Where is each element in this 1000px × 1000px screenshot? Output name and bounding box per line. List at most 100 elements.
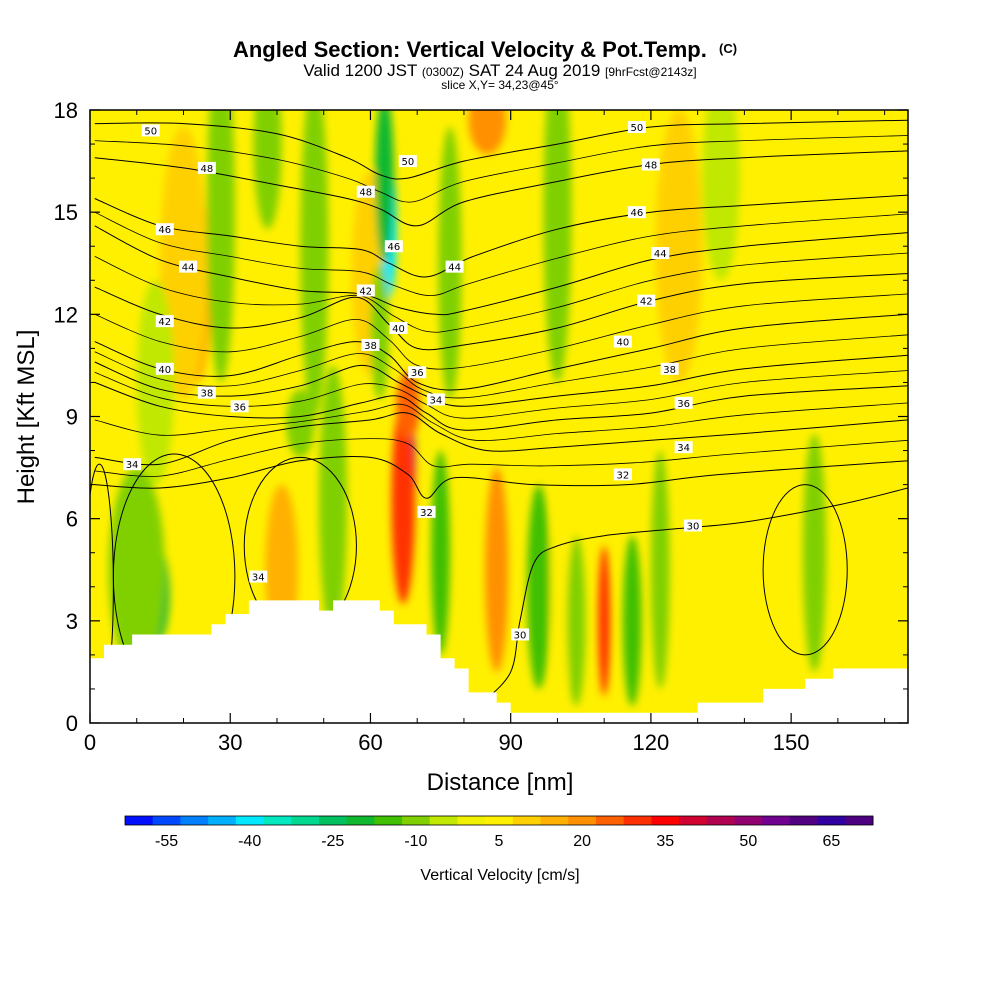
theta-line-44 bbox=[94, 225, 908, 316]
theta-label-text: 36 bbox=[411, 368, 424, 379]
theta-label-38: 38 bbox=[660, 362, 679, 376]
theta-label-text: 48 bbox=[200, 164, 213, 175]
theta-label-42: 42 bbox=[637, 294, 656, 308]
velocity-cell-11 bbox=[468, 110, 507, 155]
theta-label-text: 40 bbox=[392, 324, 405, 335]
slice-label: slice X,Y= 34,23@45° bbox=[441, 78, 559, 92]
theta-line-minor bbox=[94, 438, 908, 477]
y-tick-label: 18 bbox=[54, 98, 78, 123]
theta-label-48: 48 bbox=[356, 185, 375, 199]
theta-label-bg bbox=[389, 321, 408, 334]
chart-title-text: Angled Section: Vertical Velocity & Pot.… bbox=[233, 37, 707, 62]
velocity-cell-26 bbox=[108, 467, 165, 672]
theta-line-minor bbox=[94, 252, 908, 333]
theta-label-text: 46 bbox=[158, 225, 171, 236]
x-axis-label: Distance [nm] bbox=[427, 769, 574, 796]
theta-label-text: 34 bbox=[430, 395, 443, 406]
velocity-cell-22 bbox=[319, 365, 348, 638]
theta-line-minor bbox=[94, 211, 908, 297]
theta-label-bg bbox=[123, 458, 142, 471]
colorbar-swatch bbox=[734, 816, 763, 825]
theta-label-bg bbox=[155, 315, 174, 328]
theta-label-text: 50 bbox=[401, 157, 414, 168]
theta-label-34: 34 bbox=[674, 441, 693, 454]
velocity-cell-16 bbox=[702, 467, 722, 672]
theta-label-bg bbox=[155, 362, 174, 375]
colorbar-tick-label: -10 bbox=[404, 833, 427, 850]
chart-title-mark: (C) bbox=[719, 41, 737, 56]
theta-label-bg bbox=[384, 240, 403, 253]
velocity-cell-8 bbox=[484, 467, 509, 672]
theta-label-48: 48 bbox=[197, 161, 216, 175]
colorbar-swatch bbox=[152, 816, 181, 825]
theta-line-46 bbox=[94, 194, 908, 278]
theta-label-42: 42 bbox=[356, 284, 375, 297]
x-tick-label: 0 bbox=[84, 730, 96, 755]
theta-closed-contour-3 bbox=[762, 484, 848, 656]
colorbar-swatch bbox=[623, 816, 652, 825]
velocity-cell-17 bbox=[763, 399, 792, 604]
theta-label-text: 46 bbox=[387, 242, 400, 253]
y-tick-label: 12 bbox=[54, 302, 78, 327]
theta-label-text: 30 bbox=[687, 521, 700, 532]
theta-line-minor bbox=[94, 370, 908, 419]
theta-line-34 bbox=[94, 412, 908, 466]
theta-line-30 bbox=[482, 487, 908, 703]
theta-label-40: 40 bbox=[613, 335, 632, 349]
velocity-cell-27 bbox=[527, 484, 551, 689]
velocity-cell-33 bbox=[206, 110, 235, 383]
x-tick-label: 90 bbox=[498, 730, 522, 755]
theta-label-bg bbox=[356, 185, 375, 198]
theta-label-text: 30 bbox=[514, 630, 527, 641]
colorbar-tick-label: -40 bbox=[238, 833, 261, 850]
theta-label-40: 40 bbox=[389, 321, 408, 335]
theta-contours bbox=[90, 119, 908, 710]
y-tick-label: 3 bbox=[66, 609, 78, 634]
theta-line-50 bbox=[94, 119, 908, 180]
theta-label-42: 42 bbox=[155, 315, 174, 328]
colorbar-tick-label: 20 bbox=[573, 833, 591, 850]
theta-label-34: 34 bbox=[249, 570, 268, 584]
x-tick-label: 60 bbox=[358, 730, 382, 755]
subtitle-date: SAT 24 Aug 2019 bbox=[469, 61, 601, 80]
velocity-cell-38 bbox=[702, 110, 740, 281]
velocity-cell-34 bbox=[300, 110, 329, 417]
theta-contour-labels: 50 50 50 48 48 48 46 46 46 44 44 44 42 42 42 40 40 40 38 38… bbox=[123, 121, 702, 641]
theta-label-38: 38 bbox=[361, 338, 380, 352]
subtitle-valid: Valid 1200 JST bbox=[303, 61, 417, 80]
colorbar-swatch bbox=[402, 816, 431, 825]
colorbar-swatch bbox=[706, 816, 735, 825]
theta-label-36: 36 bbox=[408, 366, 427, 379]
theta-label-text: 44 bbox=[654, 249, 667, 260]
colorbar-swatch bbox=[540, 816, 569, 825]
theta-label-text: 32 bbox=[420, 508, 433, 519]
theta-label-bg bbox=[651, 247, 670, 260]
theta-label-bg bbox=[249, 570, 268, 583]
theta-label-bg bbox=[627, 206, 646, 219]
colorbar-swatch bbox=[762, 816, 791, 825]
subtitle-fcst: [9hrFcst@2143z] bbox=[605, 65, 697, 79]
theta-label-36: 36 bbox=[230, 400, 249, 413]
theta-label-text: 36 bbox=[677, 399, 690, 410]
colorbar-tick-label: 65 bbox=[823, 833, 841, 850]
colorbar-swatch bbox=[180, 816, 209, 825]
theta-label-30: 30 bbox=[511, 628, 530, 641]
subtitle-utc: (0300Z) bbox=[422, 65, 464, 79]
colorbar-swatch bbox=[235, 816, 265, 825]
theta-label-bg bbox=[398, 155, 417, 168]
velocity-cell-32 bbox=[802, 433, 827, 672]
velocity-cell-36 bbox=[543, 110, 572, 383]
theta-label-text: 50 bbox=[144, 126, 157, 137]
colorbar-tick-label: 5 bbox=[495, 833, 504, 850]
velocity-cell-30 bbox=[650, 450, 670, 689]
theta-label-bg bbox=[141, 124, 160, 137]
theta-label-bg bbox=[408, 366, 427, 379]
colorbar-swatch bbox=[789, 816, 819, 825]
plot-area: 50 50 50 48 48 48 46 46 46 44 44 44 42 42 42 40 40 40 38 38… bbox=[90, 110, 908, 723]
velocity-field bbox=[108, 110, 827, 706]
theta-label-34: 34 bbox=[426, 393, 445, 406]
theta-label-bg bbox=[613, 468, 632, 481]
velocity-cell-37 bbox=[253, 110, 282, 230]
theta-label-text: 42 bbox=[158, 317, 171, 328]
